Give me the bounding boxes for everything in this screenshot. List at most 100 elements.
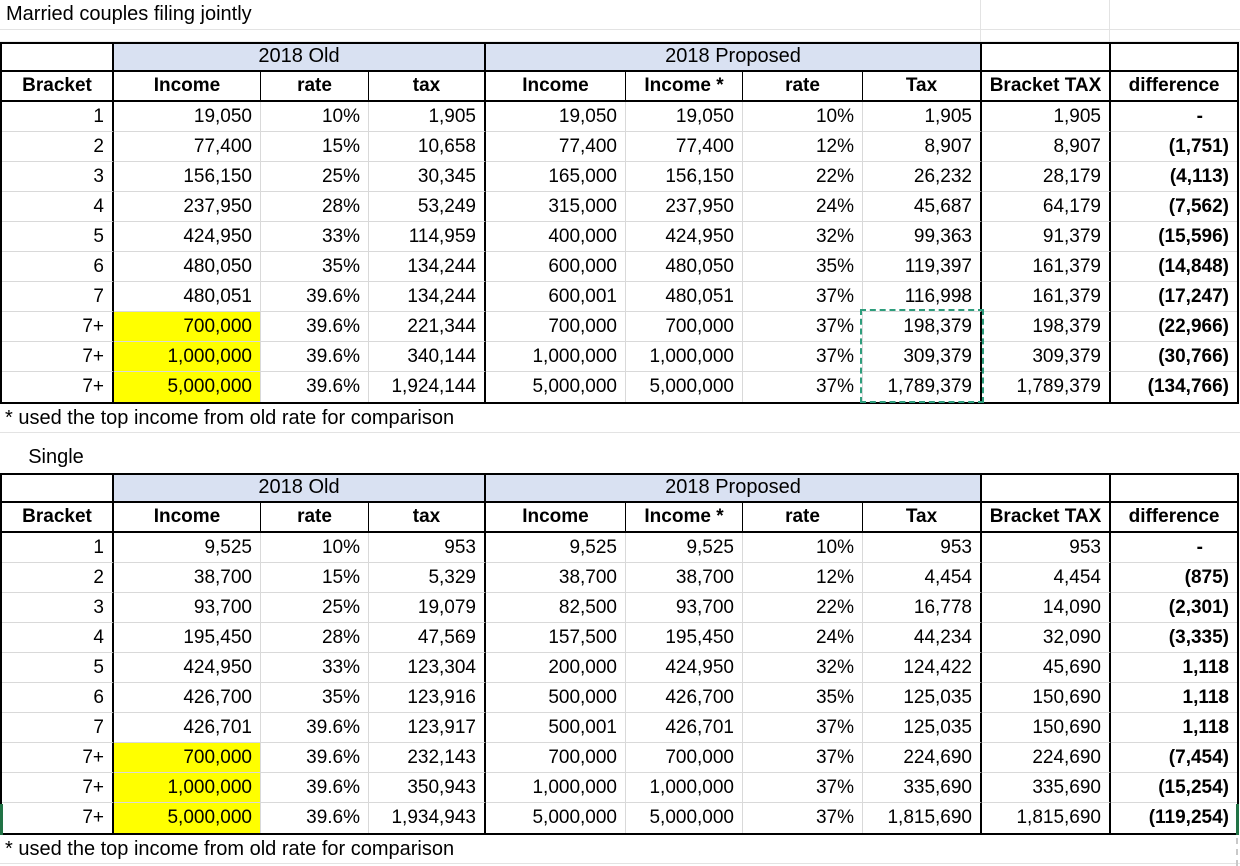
cell-tax-new[interactable]: 335,690 [863, 773, 982, 803]
cell-income-new[interactable]: 157,500 [486, 623, 626, 653]
cell-bracket-tax[interactable]: 198,379 [982, 312, 1111, 342]
cell-income-star[interactable]: 237,950 [626, 192, 743, 222]
empty-row[interactable] [0, 433, 1240, 443]
cell-difference[interactable]: (22,966) [1111, 312, 1237, 342]
band-empty-bracket-tax[interactable] [982, 44, 1111, 72]
header-income-new[interactable]: Income [486, 72, 626, 102]
cell-difference[interactable]: (7,454) [1111, 743, 1237, 773]
cell-rate-old[interactable]: 33% [261, 653, 369, 683]
cell-income-old[interactable]: 237,950 [114, 192, 261, 222]
header-rate-old[interactable]: rate [261, 72, 369, 102]
cell-tax-old[interactable]: 123,304 [369, 653, 486, 683]
cell-bracket[interactable]: 1 [2, 102, 114, 132]
cell-tax-new[interactable]: 1,789,379 [863, 372, 982, 402]
cell-tax-new[interactable]: 309,379 [863, 342, 982, 372]
cell-difference[interactable]: (14,848) [1111, 252, 1237, 282]
cell-rate-new[interactable]: 12% [743, 132, 863, 162]
cell-tax-new[interactable]: 16,778 [863, 593, 982, 623]
cell-bracket[interactable]: 5 [2, 222, 114, 252]
cell-tax-new[interactable]: 116,998 [863, 282, 982, 312]
cell-income-new[interactable]: 700,000 [486, 312, 626, 342]
cell-difference[interactable]: 1,118 [1111, 713, 1237, 743]
cell-income-star[interactable]: 5,000,000 [626, 372, 743, 402]
cell-rate-old[interactable]: 39.6% [261, 342, 369, 372]
cell-income-old[interactable]: 426,700 [114, 683, 261, 713]
cell-income-star[interactable]: 156,150 [626, 162, 743, 192]
band-empty-difference[interactable] [1111, 475, 1237, 503]
cell-difference[interactable]: 1,118 [1111, 683, 1237, 713]
cell-tax-new[interactable]: 224,690 [863, 743, 982, 773]
header-difference[interactable]: difference [1111, 72, 1237, 102]
cell-bracket-tax[interactable]: 14,090 [982, 593, 1111, 623]
cell-rate-old[interactable]: 33% [261, 222, 369, 252]
cell-rate-old[interactable]: 10% [261, 533, 369, 563]
cell-bracket[interactable]: 5 [2, 653, 114, 683]
cell-bracket[interactable]: 6 [2, 252, 114, 282]
cell-rate-new[interactable]: 10% [743, 102, 863, 132]
cell-tax-new[interactable]: 124,422 [863, 653, 982, 683]
cell-tax-new[interactable]: 1,815,690 [863, 803, 982, 833]
cell-income-old[interactable]: 195,450 [114, 623, 261, 653]
cell-bracket-tax[interactable]: 64,179 [982, 192, 1111, 222]
header-tax-new[interactable]: Tax [863, 72, 982, 102]
cell-rate-old[interactable]: 10% [261, 102, 369, 132]
cell-tax-old[interactable]: 53,249 [369, 192, 486, 222]
cell-tax-new[interactable]: 8,907 [863, 132, 982, 162]
cell-income-star[interactable]: 424,950 [626, 222, 743, 252]
header-rate-old[interactable]: rate [261, 503, 369, 533]
cell-bracket[interactable]: 7+ [2, 743, 114, 773]
header-tax-old[interactable]: tax [369, 503, 486, 533]
cell-bracket-tax[interactable]: 1,905 [982, 102, 1111, 132]
cell-bracket[interactable]: 6 [2, 683, 114, 713]
cell-tax-new[interactable]: 125,035 [863, 713, 982, 743]
cell-rate-new[interactable]: 37% [743, 342, 863, 372]
cell-tax-old[interactable]: 134,244 [369, 282, 486, 312]
cell-income-old[interactable]: 1,000,000 [114, 342, 261, 372]
cell-difference[interactable]: (2,301) [1111, 593, 1237, 623]
cell-income-star[interactable]: 700,000 [626, 312, 743, 342]
cell-income-new[interactable]: 82,500 [486, 593, 626, 623]
cell-tax-old[interactable]: 1,934,943 [369, 803, 486, 833]
cell-rate-old[interactable]: 39.6% [261, 803, 369, 833]
header-income-star[interactable]: Income * [626, 72, 743, 102]
cell-income-new[interactable]: 700,000 [486, 743, 626, 773]
cell-tax-new[interactable]: 125,035 [863, 683, 982, 713]
cell-difference[interactable]: (7,562) [1111, 192, 1237, 222]
cell-income-star[interactable]: 93,700 [626, 593, 743, 623]
cell-rate-new[interactable]: 37% [743, 743, 863, 773]
cell-bracket-tax[interactable]: 309,379 [982, 342, 1111, 372]
header-income-old[interactable]: Income [114, 503, 261, 533]
cell-bracket-tax[interactable]: 953 [982, 533, 1111, 563]
cell-income-old[interactable]: 5,000,000 [114, 372, 261, 402]
cell-bracket[interactable]: 3 [2, 593, 114, 623]
cell-income-star[interactable]: 424,950 [626, 653, 743, 683]
cell-bracket-tax[interactable]: 161,379 [982, 282, 1111, 312]
cell-difference[interactable]: (119,254) [1148, 807, 1229, 828]
cell-income-star[interactable]: 426,701 [626, 713, 743, 743]
cell-difference[interactable]: - [1111, 533, 1237, 563]
cell-difference[interactable]: (134,766) [1147, 376, 1229, 397]
cell-rate-old[interactable]: 39.6% [261, 282, 369, 312]
cell-tax-new[interactable]: 45,687 [863, 192, 982, 222]
header-rate-new[interactable]: rate [743, 503, 863, 533]
cell-bracket-tax[interactable]: 45,690 [982, 653, 1111, 683]
cell-rate-old[interactable]: 15% [261, 563, 369, 593]
cell-rate-old[interactable]: 15% [261, 132, 369, 162]
cell-tax-old[interactable]: 19,079 [369, 593, 486, 623]
cell-bracket-tax[interactable]: 32,090 [982, 623, 1111, 653]
cell-income-new[interactable]: 5,000,000 [486, 372, 626, 402]
cell-income-new[interactable]: 5,000,000 [486, 803, 626, 833]
cell-difference[interactable]: (17,247) [1111, 282, 1237, 312]
cell-income-new[interactable]: 1,000,000 [486, 342, 626, 372]
cell-income-star[interactable]: 19,050 [626, 102, 743, 132]
cell-rate-old[interactable]: 39.6% [261, 743, 369, 773]
cell-difference[interactable]: - [1111, 102, 1237, 132]
header-income-old[interactable]: Income [114, 72, 261, 102]
cell-tax-new[interactable]: 1,905 [863, 102, 982, 132]
cell-income-old[interactable]: 424,950 [114, 653, 261, 683]
cell-tax-new[interactable]: 99,363 [863, 222, 982, 252]
cell-bracket[interactable]: 7+ [2, 342, 114, 372]
cell-income-star[interactable]: 1,000,000 [626, 773, 743, 803]
cell-tax-old[interactable]: 114,959 [369, 222, 486, 252]
cell-difference[interactable]: (3,335) [1111, 623, 1237, 653]
